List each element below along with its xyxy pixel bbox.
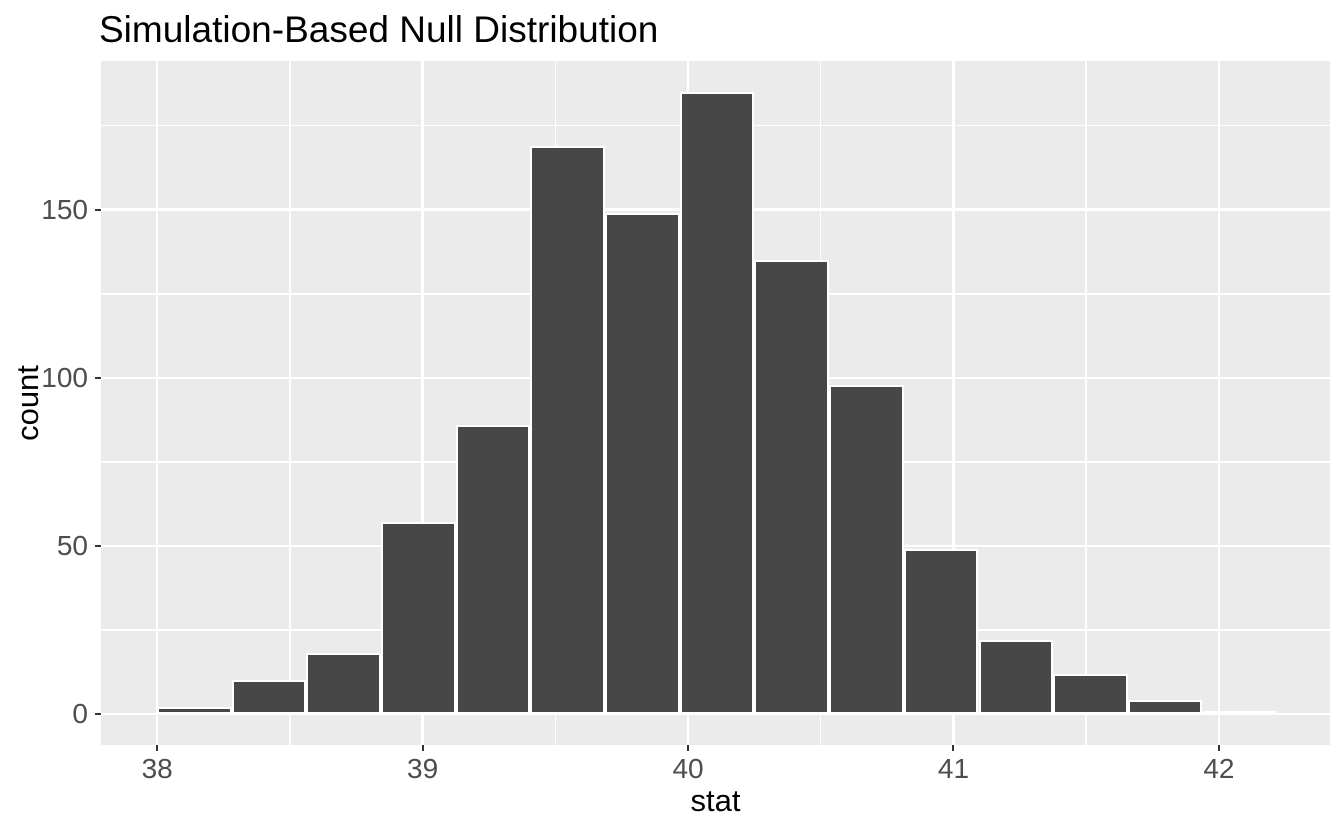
y-tick-mark bbox=[95, 376, 101, 379]
histogram-bar bbox=[754, 260, 830, 714]
histogram-bar bbox=[530, 145, 606, 714]
y-major-gridline bbox=[101, 712, 1330, 716]
x-tick-mark bbox=[687, 745, 690, 751]
y-axis-title: count bbox=[10, 365, 45, 441]
histogram-bar bbox=[1053, 673, 1128, 714]
x-tick-mark bbox=[1217, 745, 1220, 751]
y-tick-label: 0 bbox=[72, 697, 88, 729]
x-tick-label: 42 bbox=[1203, 753, 1235, 784]
histogram-bar bbox=[381, 522, 456, 714]
x-major-gridline bbox=[952, 61, 955, 745]
histogram-bar bbox=[1127, 700, 1203, 714]
x-minor-gridline bbox=[1085, 61, 1087, 745]
histogram-bar bbox=[679, 92, 755, 714]
x-tick-label: 40 bbox=[672, 753, 704, 784]
x-tick-label: 38 bbox=[141, 753, 173, 784]
x-axis-title: stat bbox=[690, 783, 741, 818]
x-tick-label: 41 bbox=[937, 753, 970, 784]
histogram-bar bbox=[231, 680, 307, 714]
histogram-bar bbox=[455, 424, 531, 714]
y-tick-label: 100 bbox=[41, 361, 88, 393]
plot-panel bbox=[101, 61, 1330, 745]
x-tick-label: 39 bbox=[407, 753, 439, 784]
x-major-gridline bbox=[155, 61, 159, 745]
histogram-bar bbox=[157, 707, 232, 714]
y-tick-mark bbox=[95, 712, 101, 715]
histogram-bar bbox=[306, 653, 382, 714]
y-tick-label: 150 bbox=[41, 193, 88, 225]
x-minor-gridline bbox=[289, 61, 291, 745]
histogram-bar bbox=[829, 384, 904, 714]
x-tick-mark bbox=[421, 745, 424, 751]
histogram-bar bbox=[1202, 710, 1278, 715]
x-major-gridline bbox=[421, 61, 424, 745]
histogram-bar bbox=[903, 549, 979, 714]
histogram-bar bbox=[978, 639, 1054, 714]
y-tick-mark bbox=[95, 208, 101, 211]
histogram-bar bbox=[605, 213, 680, 714]
y-tick-mark bbox=[95, 544, 101, 547]
plot-title: Simulation-Based Null Distribution bbox=[99, 9, 659, 50]
x-major-gridline bbox=[1217, 61, 1221, 745]
x-tick-mark bbox=[952, 745, 955, 751]
x-tick-mark bbox=[156, 745, 159, 751]
y-tick-label: 50 bbox=[56, 529, 88, 561]
